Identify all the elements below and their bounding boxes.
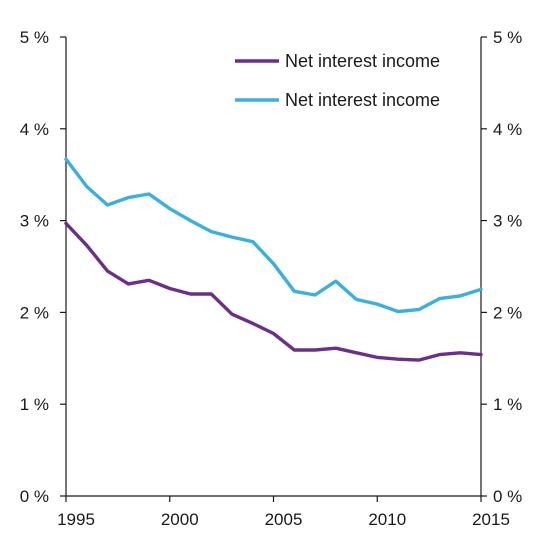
legend-label-2: Net interest income bbox=[285, 90, 440, 110]
x-tick-label: 2010 bbox=[368, 510, 406, 529]
y-tick-right-label: 3 % bbox=[493, 212, 522, 231]
x-tick-label: 2015 bbox=[472, 510, 510, 529]
y-tick-left-label: 5 % bbox=[20, 28, 49, 47]
ticks: 0 % 0 % 1 % 1 % 2 % 2 % 3 % 3 % 4 % 4 % 5 % 5 % 1995… bbox=[20, 28, 523, 529]
series-line-2 bbox=[64, 157, 483, 314]
y-tick-left-label: 4 % bbox=[20, 120, 49, 139]
y-tick-left-label: 0 % bbox=[20, 487, 49, 506]
x-tick-label: 2005 bbox=[265, 510, 303, 529]
legend: Net interest income Net interest income bbox=[235, 51, 440, 110]
legend-label-1: Net interest income bbox=[285, 51, 440, 71]
y-tick-right-label: 5 % bbox=[493, 28, 522, 47]
series-line-1 bbox=[64, 221, 483, 362]
series-layer bbox=[64, 157, 483, 362]
y-tick-right-label: 2 % bbox=[493, 303, 522, 322]
x-tick-label: 1995 bbox=[57, 510, 95, 529]
y-tick-left-label: 2 % bbox=[20, 303, 49, 322]
x-tick-label: 2000 bbox=[161, 510, 199, 529]
y-tick-right-label: 4 % bbox=[493, 120, 522, 139]
y-tick-left-label: 3 % bbox=[20, 212, 49, 231]
y-tick-right-label: 0 % bbox=[493, 487, 522, 506]
y-tick-left-label: 1 % bbox=[20, 395, 49, 414]
y-tick-right-label: 1 % bbox=[493, 395, 522, 414]
